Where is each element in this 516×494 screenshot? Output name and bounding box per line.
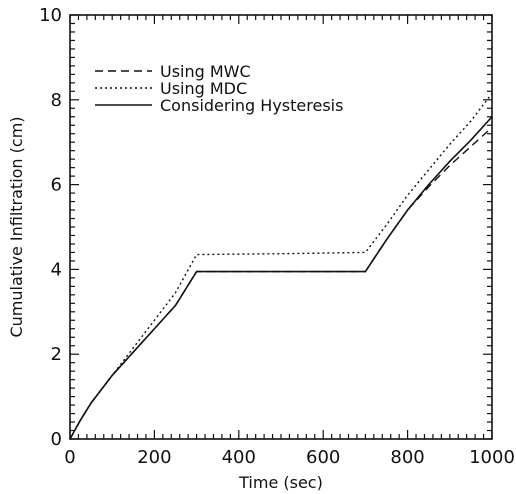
y-tick-label: 10 [39,5,62,26]
series-line-dashed [69,126,493,440]
x-tick-label: 800 [390,447,424,468]
series-line-dotted [69,93,493,440]
series-line-solid [69,116,493,440]
y-tick-label: 6 [51,175,62,196]
y-axis-label: Cumulative Infiltration (cm) [7,116,26,337]
x-tick-label: 400 [222,447,256,468]
x-tick-label: 600 [306,447,340,468]
y-tick-label: 4 [51,259,62,280]
y-tick-label: 0 [51,429,62,450]
x-tick-label: 0 [64,447,75,468]
y-tick-label: 2 [51,344,62,365]
series-lines [69,93,493,440]
legend-label: Using MWC [160,62,251,81]
x-tick-label: 200 [137,447,171,468]
axis-ticks [69,14,493,440]
legend-label: Using MDC [160,79,247,98]
legend-label: Considering Hysteresis [160,96,343,115]
plot-frame [69,14,493,440]
x-tick-label: 1000 [469,447,515,468]
y-tick-label: 8 [51,90,62,111]
x-axis-label: Time (sec) [238,473,323,492]
axis-tick-labels: 0 200 400 600 800 1000 0 2 4 6 8 10 [39,5,515,468]
plot-area-border [69,14,493,440]
